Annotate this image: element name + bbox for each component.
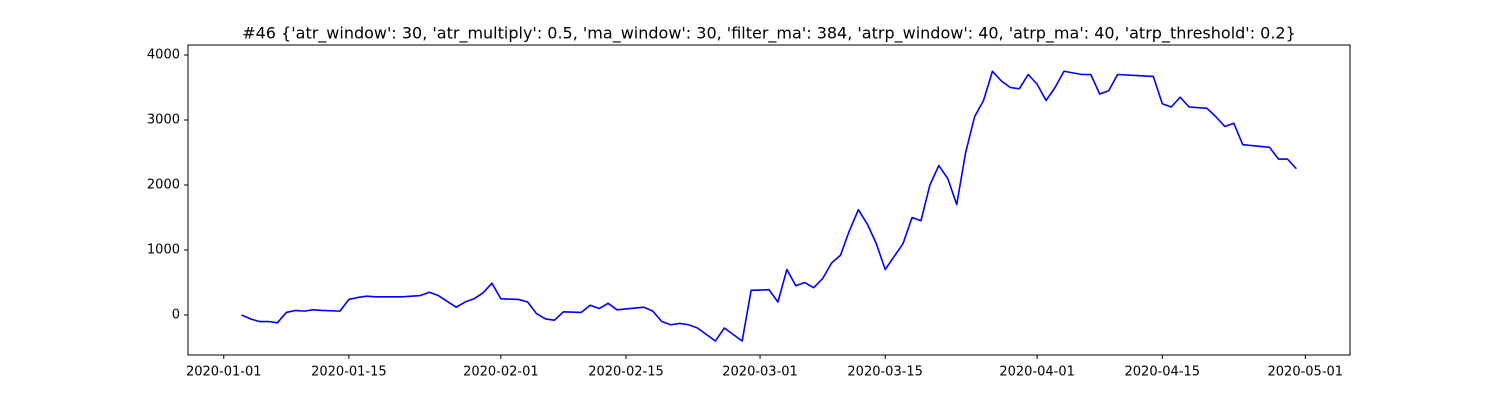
x-tick-label: 2020-02-15 [588,365,664,380]
x-tick-label: 2020-04-15 [1125,365,1201,380]
y-tick-label: 3000 [147,113,180,128]
x-tick-label: 2020-05-01 [1268,365,1344,380]
y-tick-label: 1000 [147,243,180,258]
x-tick-label: 2020-01-15 [311,365,387,380]
y-tick-label: 0 [172,308,180,323]
x-tick-label: 2020-02-01 [463,365,539,380]
line-series [241,70,1297,342]
plot-frame [187,44,1351,356]
x-tick-label: 2020-04-01 [999,365,1075,380]
x-tick-label: 2020-03-15 [847,365,923,380]
x-tick-label: 2020-01-01 [186,365,262,380]
y-tick-label: 4000 [147,48,180,63]
chart-title: #46 {'atr_window': 30, 'atr_multiply': 0… [242,24,1296,44]
x-tick-label: 2020-03-01 [722,365,798,380]
y-tick-label: 2000 [147,178,180,193]
